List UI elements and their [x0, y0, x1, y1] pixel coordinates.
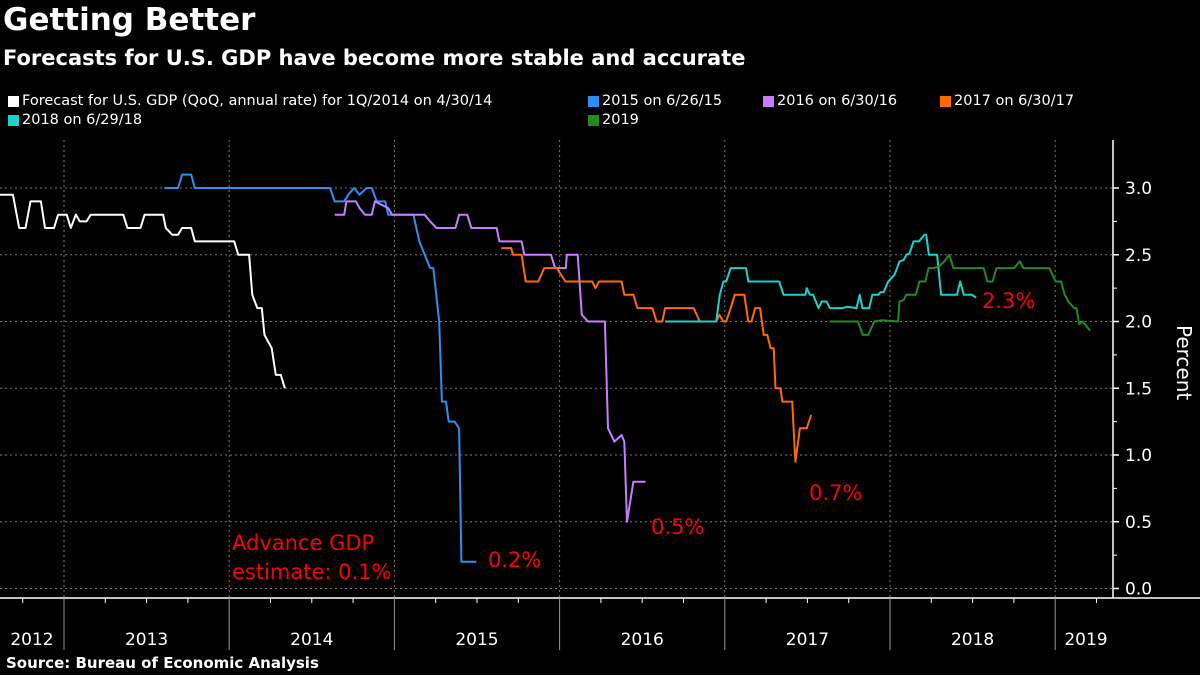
legend-swatch — [588, 114, 599, 126]
legend-label: Forecast for U.S. GDP (QoQ, annual rate)… — [22, 93, 493, 109]
x-tick-label: 2012 — [10, 630, 53, 650]
x-tick-label: 2013 — [125, 630, 168, 650]
y-tick-label: 1.0 — [1125, 446, 1152, 466]
legend-item-2018: 2018 on 6/29/18 — [8, 112, 142, 128]
series-line-2014 — [0, 193, 286, 389]
legend-item-2015: 2015 on 6/26/15 — [588, 93, 722, 109]
annotation-2015: 0.2% — [488, 548, 541, 572]
legend-swatch — [588, 95, 599, 107]
y-tick-label: 2.5 — [1125, 246, 1152, 266]
series-line-2017 — [501, 247, 813, 463]
series-lines — [0, 173, 1091, 563]
legend-label: 2018 on 6/29/18 — [22, 112, 143, 128]
y-tick-label: 2.0 — [1125, 313, 1152, 333]
annotation-advance-gdp-line2: estimate: 0.1% — [232, 560, 392, 584]
x-tick-label: 2019 — [1064, 630, 1107, 650]
annotation-2017: 0.7% — [809, 481, 862, 505]
gridlines — [0, 140, 1113, 598]
y-tick-label: 0.0 — [1125, 580, 1152, 600]
legend-item-2017: 2017 on 6/30/17 — [940, 93, 1074, 109]
series-line-2016 — [334, 200, 646, 523]
legend-swatch — [8, 114, 19, 126]
legend-swatch — [8, 95, 19, 107]
series-line-2015 — [164, 173, 477, 563]
legend-item-2019: 2019 — [588, 112, 639, 128]
x-tick-label: 2016 — [621, 630, 664, 650]
annotation-2018: 2.3% — [982, 289, 1035, 313]
legend-label: 2019 — [602, 112, 639, 128]
x-tick-label: 2015 — [455, 630, 498, 650]
series-line-2018 — [665, 233, 977, 323]
x-tick-label: 2018 — [951, 630, 994, 650]
annotations: Advance GDP estimate: 0.1% 0.2% 0.5% 0.7… — [232, 289, 1035, 584]
x-tick-label: 2017 — [786, 630, 829, 650]
y-tick-label: 1.5 — [1125, 379, 1152, 399]
annotation-advance-gdp-line1: Advance GDP — [232, 531, 374, 555]
y-tick-label: 0.5 — [1125, 513, 1152, 533]
chart-subtitle: Forecasts for U.S. GDP have become more … — [3, 46, 746, 70]
legend-swatch — [763, 95, 774, 107]
legend-item-2016: 2016 on 6/30/16 — [763, 93, 897, 109]
legend-swatch — [940, 95, 951, 107]
y-tick-label: 3.0 — [1125, 179, 1152, 199]
source-note: Source: Bureau of Economic Analysis — [6, 654, 319, 672]
annotation-2016: 0.5% — [651, 515, 704, 539]
axes: 0.0 0.5 1.0 1.5 2.0 2.5 3.0 2012 2013 2014 2015 201… — [0, 140, 1200, 650]
x-tick-label: 2014 — [290, 630, 333, 650]
y-axis-label: Percent — [1172, 325, 1196, 400]
legend-item-2014: Forecast for U.S. GDP (QoQ, annual rate)… — [8, 93, 492, 109]
series-line-2019 — [829, 253, 1091, 336]
legend-label: 2017 on 6/30/17 — [954, 93, 1075, 109]
legend-label: 2016 on 6/30/16 — [777, 93, 898, 109]
legend-label: 2015 on 6/26/15 — [602, 93, 723, 109]
chart-title: Getting Better — [3, 2, 256, 38]
